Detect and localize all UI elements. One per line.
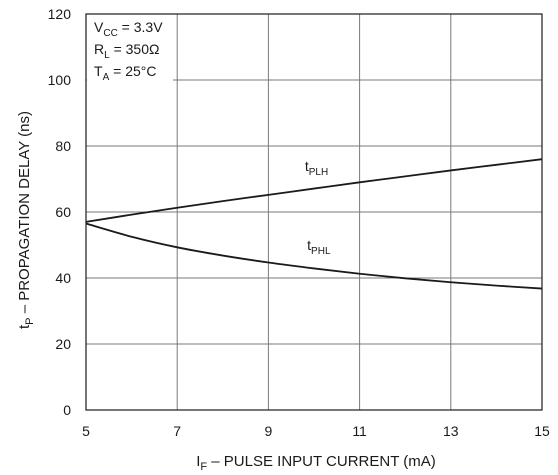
condition-ta: TA = 25°C: [94, 63, 156, 83]
condition-vcc-rest: = 3.3V: [118, 19, 163, 35]
conditions-box: [87, 15, 173, 81]
x-tick-label: 13: [443, 423, 459, 439]
x-axis-label: IF – PULSE INPUT CURRENT (mA): [196, 453, 436, 473]
y-tick-label: 80: [55, 138, 71, 154]
series-line-tphl: [85, 222, 543, 290]
x-tick-label: 9: [265, 423, 273, 439]
y-tick-label: 0: [63, 402, 71, 418]
condition-ta-sub: A: [103, 72, 110, 83]
condition-rl-sub: L: [104, 50, 110, 61]
condition-rl: RL = 350Ω: [94, 41, 159, 61]
y-tick-label: 120: [48, 6, 72, 22]
y-tick-label: 40: [55, 270, 71, 286]
x-axis-label-main: I: [196, 453, 200, 470]
x-tick-label: 11: [352, 423, 367, 439]
y-axis-label: tP – PROPAGATION DELAY (ns): [16, 111, 36, 329]
x-tick-label: 7: [173, 423, 181, 439]
series-label-tphl: tPHL: [307, 237, 331, 257]
series-label-tphl-sub: PHL: [311, 246, 331, 257]
test-conditions: VCC = 3.3V RL = 350Ω TA = 25°C: [94, 19, 163, 83]
y-tick-label: 20: [55, 336, 71, 352]
condition-rl-main: R: [94, 41, 104, 57]
x-axis-label-sub: F: [200, 461, 207, 473]
tick-labels: 5 7 9 11 13 15 0 20 40 60 80 100 120: [48, 6, 550, 439]
condition-vcc-main: V: [94, 19, 104, 35]
y-axis-label-rest: – PROPAGATION DELAY (ns): [16, 111, 33, 317]
x-axis-label-rest: – PULSE INPUT CURRENT (mA): [207, 453, 436, 470]
condition-ta-main: T: [94, 63, 103, 79]
y-tick-label: 60: [55, 204, 71, 220]
x-tick-label: 5: [82, 423, 90, 439]
condition-rl-rest: = 350Ω: [110, 41, 160, 57]
plot-frame: [85, 13, 543, 411]
series-label-tplh: tPLH: [305, 158, 328, 178]
condition-ta-rest: = 25°C: [109, 63, 156, 79]
y-axis-label-main: t: [16, 324, 33, 329]
x-tick-label: 15: [534, 423, 550, 439]
condition-vcc-sub: CC: [103, 28, 117, 39]
series-group: [85, 158, 543, 290]
y-tick-label: 100: [48, 72, 72, 88]
condition-vcc: VCC = 3.3V: [94, 19, 163, 39]
series-label-tphl-main: t: [307, 237, 311, 253]
series-label-tplh-main: t: [305, 158, 309, 174]
y-axis-label-sub: P: [24, 317, 36, 324]
series-label-tplh-sub: PLH: [309, 167, 328, 178]
series-line-tplh: [85, 158, 543, 223]
